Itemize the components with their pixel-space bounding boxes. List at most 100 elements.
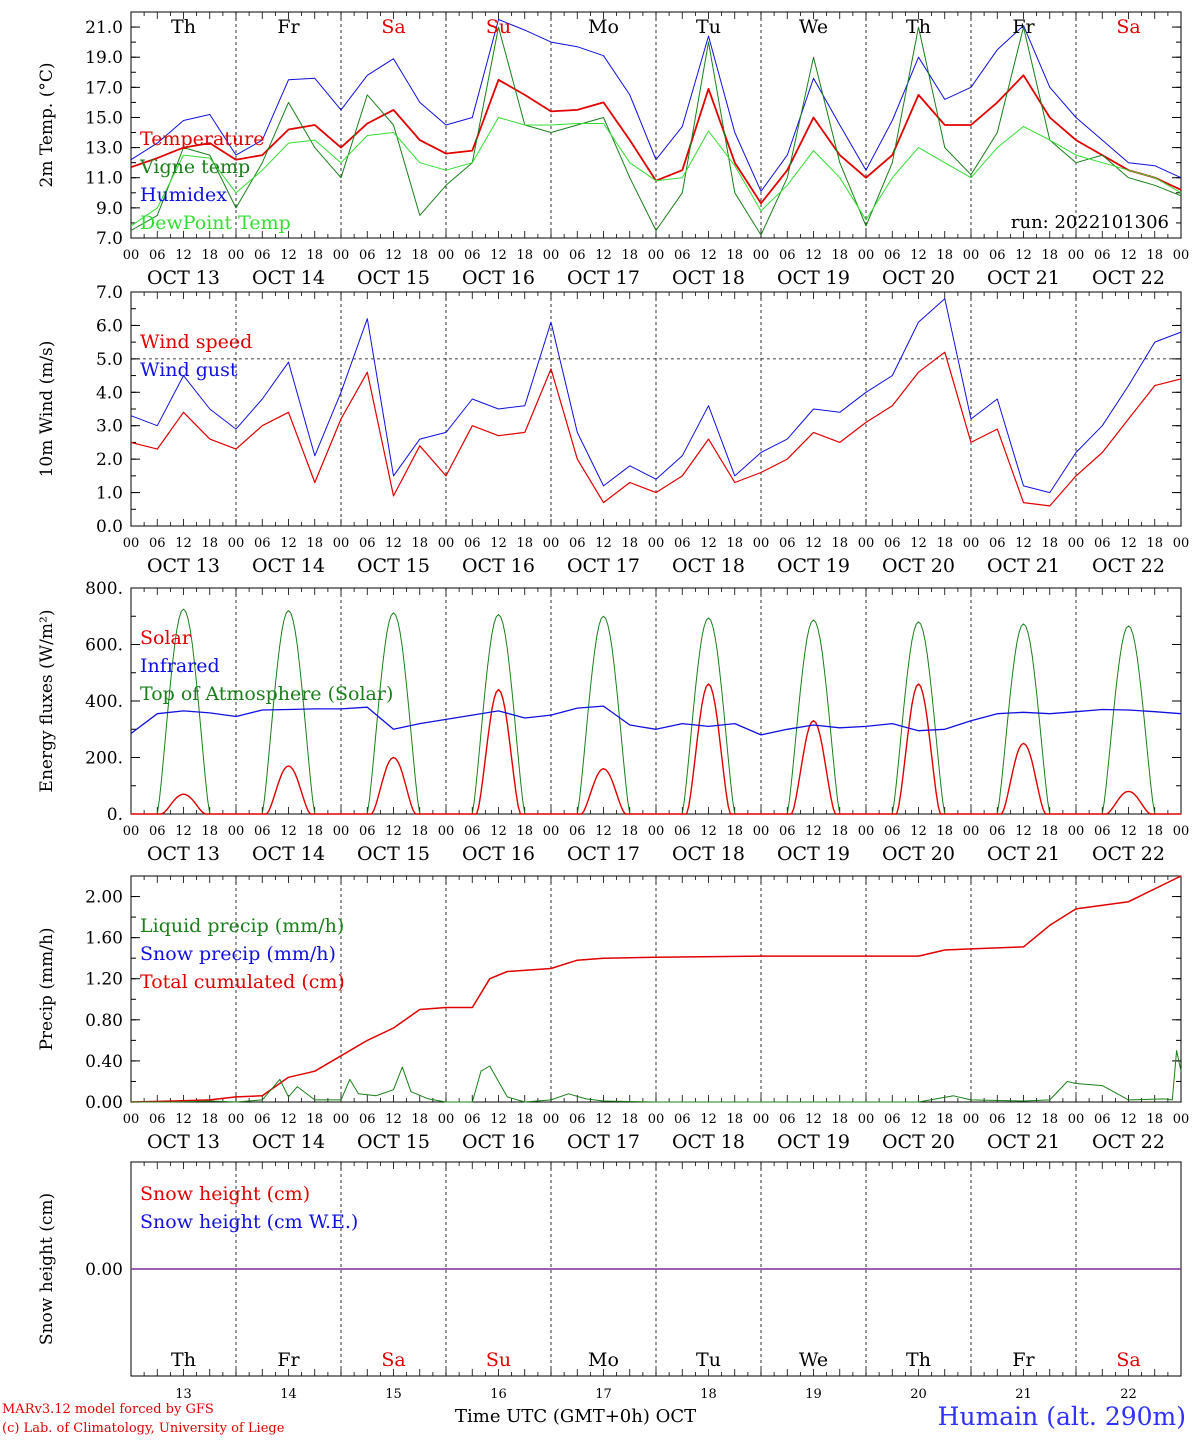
series-vigne-temp <box>130 26 1182 236</box>
hour-tick-label: 06 <box>464 536 481 551</box>
hour-tick-label: 00 <box>1173 824 1190 839</box>
legend-entry: Snow precip (mm/h) <box>140 943 336 965</box>
hour-tick-label: 06 <box>884 248 901 263</box>
hour-tick-label: 06 <box>254 248 271 263</box>
series-solar <box>131 682 1181 815</box>
date-label: OCT 21 <box>987 1131 1060 1153</box>
hour-tick-label: 12 <box>910 536 927 551</box>
hour-tick-label: 00 <box>438 248 455 263</box>
date-label: OCT 16 <box>462 555 535 577</box>
date-label: OCT 21 <box>987 555 1060 577</box>
hour-tick-label: 18 <box>936 536 953 551</box>
date-label: OCT 21 <box>987 843 1060 865</box>
hour-tick-label: 00 <box>1173 1112 1190 1127</box>
date-label: OCT 15 <box>357 267 430 289</box>
y-axis-label: 10m Wind (m/s) <box>37 341 57 478</box>
hour-tick-label: 12 <box>280 824 297 839</box>
hour-tick-label: 18 <box>726 824 743 839</box>
hour-tick-label: 18 <box>306 1112 323 1127</box>
x-axis-title: Time UTC (GMT+0h) OCT <box>455 1406 697 1427</box>
date-label: OCT 20 <box>882 267 955 289</box>
day-number: 22 <box>1120 1387 1137 1402</box>
hour-tick-label: 18 <box>726 536 743 551</box>
y-tick-label: 11.0 <box>85 169 123 189</box>
hour-tick-label: 12 <box>175 536 192 551</box>
hour-tick-label: 00 <box>963 248 980 263</box>
legend-entry: Humidex <box>140 184 227 206</box>
y-tick-label: 19.0 <box>85 48 123 68</box>
hour-tick-label: 06 <box>1094 248 1111 263</box>
y-tick-label: 0.0 <box>96 517 123 537</box>
hour-tick-label: 00 <box>963 1112 980 1127</box>
hour-tick-label: 12 <box>595 248 612 263</box>
hour-tick-label: 00 <box>1068 1112 1085 1127</box>
y-tick-label: 600. <box>85 636 123 656</box>
hour-tick-label: 06 <box>779 248 796 263</box>
hour-tick-label: 18 <box>936 824 953 839</box>
hour-tick-label: 06 <box>1094 1112 1111 1127</box>
date-label: OCT 18 <box>672 843 745 865</box>
hour-tick-label: 12 <box>385 536 402 551</box>
hour-tick-label: 06 <box>569 248 586 263</box>
day-name: Fr <box>1012 1349 1035 1371</box>
y-tick-label: 4.0 <box>96 383 123 403</box>
hour-tick-label: 12 <box>1015 248 1032 263</box>
hour-tick-label: 12 <box>1015 1112 1032 1127</box>
y-tick-label: 1.0 <box>96 484 123 504</box>
hour-tick-label: 12 <box>490 824 507 839</box>
date-label: OCT 16 <box>462 1131 535 1153</box>
hour-tick-label: 00 <box>648 1112 665 1127</box>
hour-tick-label: 06 <box>989 824 1006 839</box>
date-label: OCT 22 <box>1092 555 1165 577</box>
date-label: OCT 14 <box>252 1131 325 1153</box>
hour-tick-label: 06 <box>149 248 166 263</box>
y-tick-label: 0. <box>107 805 123 825</box>
hour-tick-label: 12 <box>595 824 612 839</box>
hour-tick-label: 00 <box>333 248 350 263</box>
hour-tick-label: 06 <box>1094 536 1111 551</box>
hour-tick-label: 18 <box>621 824 638 839</box>
series-top-of-atmosphere <box>131 608 1181 815</box>
hour-tick-label: 00 <box>543 824 560 839</box>
day-name: Sa <box>381 16 405 38</box>
hour-tick-label: 12 <box>490 1112 507 1127</box>
hour-tick-label: 12 <box>280 248 297 263</box>
hour-tick-label: 12 <box>280 1112 297 1127</box>
hour-tick-label: 18 <box>411 536 428 551</box>
panel-3 <box>130 587 1182 815</box>
hour-tick-label: 00 <box>858 1112 875 1127</box>
day-name: Fr <box>277 1349 300 1371</box>
panel-4 <box>130 875 1182 1103</box>
day-name: Sa <box>1116 16 1140 38</box>
hour-tick-label: 06 <box>674 1112 691 1127</box>
run-label: run: 2022101306 <box>1011 212 1169 233</box>
hour-tick-label: 00 <box>963 536 980 551</box>
hour-tick-label: 00 <box>123 536 140 551</box>
hour-tick-label: 18 <box>1041 824 1058 839</box>
day-name: Sa <box>381 1349 405 1371</box>
panel-2 <box>130 291 1182 527</box>
y-tick-label: 0.00 <box>85 1093 123 1113</box>
date-label: OCT 19 <box>777 1131 850 1153</box>
hour-tick-label: 00 <box>438 824 455 839</box>
hour-tick-label: 18 <box>201 248 218 263</box>
date-label: OCT 19 <box>777 267 850 289</box>
date-label: OCT 15 <box>357 555 430 577</box>
hour-tick-label: 00 <box>333 536 350 551</box>
y-axis-label: Precip (mm/h) <box>37 927 57 1050</box>
date-label: OCT 18 <box>672 1131 745 1153</box>
hour-tick-label: 12 <box>490 536 507 551</box>
hour-tick-label: 06 <box>674 536 691 551</box>
hour-tick-label: 12 <box>910 248 927 263</box>
hour-tick-label: 00 <box>543 536 560 551</box>
hour-tick-label: 12 <box>1120 824 1137 839</box>
hour-tick-label: 12 <box>490 248 507 263</box>
hour-tick-label: 00 <box>123 1112 140 1127</box>
hour-tick-label: 18 <box>516 248 533 263</box>
hour-tick-label: 00 <box>753 536 770 551</box>
hour-tick-label: 00 <box>543 1112 560 1127</box>
date-label: OCT 22 <box>1092 267 1165 289</box>
date-label: OCT 17 <box>567 267 640 289</box>
hour-tick-label: 06 <box>254 1112 271 1127</box>
date-label: OCT 20 <box>882 1131 955 1153</box>
